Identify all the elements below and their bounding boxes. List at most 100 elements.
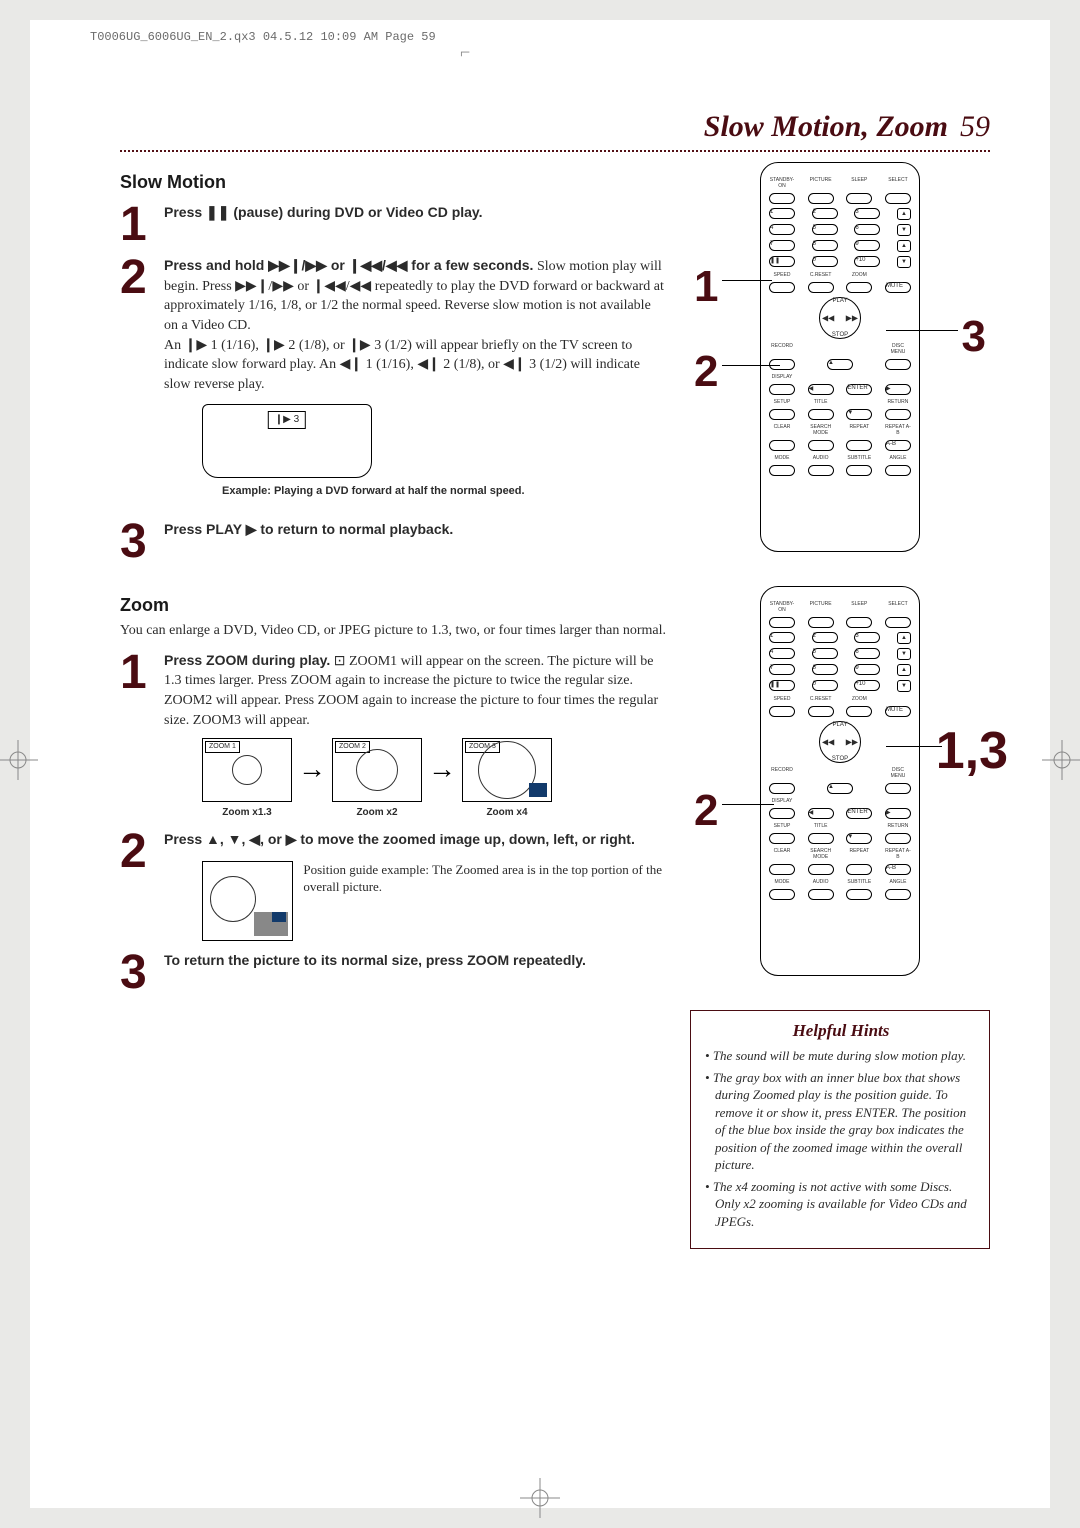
remote-label: STANDBY-ON [769,601,795,613]
remote-label: SEARCH MODE [808,848,834,860]
mute-icon: MUTE [885,706,911,717]
remote-label: TITLE [808,399,834,405]
step-body-text: An ❙▶ 1 (1/16), ❙▶ 2 (1/8), or ❙▶ 3 (1/2… [164,338,640,392]
remote-label: ANGLE [885,879,911,885]
remote-btn [769,465,795,476]
ch-down-icon: ▼ [897,224,911,236]
remote-label [885,696,911,702]
remote-btn [846,864,872,875]
remote-btn: 9 [854,240,880,251]
zoom-intro: You can enlarge a DVD, Video CD, or JPEG… [120,622,668,641]
remote-btn: A-B [885,864,911,875]
remote-label: C.RESET [808,696,834,702]
vol-down-icon: ▼ [897,256,911,268]
zoom-tag: ZOOM 1 [205,741,240,753]
callout-line [886,746,942,747]
step-body: Press ZOOM during play. ⊡ ZOOM1 will app… [164,651,668,820]
hints-title: Helpful Hints [705,1021,977,1041]
remote-btn [769,808,795,819]
remote-outline: STANDBY-ONPICTURESLEEPSELECT 123▲ 456▼ 7… [760,162,920,552]
remote-label: CLEAR [769,424,795,436]
remote-label: ZOOM [846,272,872,278]
callout-line [886,330,958,331]
step-body: Press and hold ▶▶❙/▶▶ or ❙◀◀/◀◀ for a fe… [164,256,668,510]
face-icon [232,755,262,785]
hint-item: The gray box with an inner blue box that… [705,1069,977,1174]
header-meta: T0006UG_6006UG_EN_2.qx3 04.5.12 10:09 AM… [90,30,436,44]
remote-label: SEARCH MODE [808,424,834,436]
zoom-frame: ZOOM 2 [332,738,422,802]
vol-up-icon: ▲ [897,240,911,252]
remote-btn: ▼ [846,833,872,844]
remote-btn: 0 [812,680,838,691]
zoom-cap: Zoom x2 [332,806,422,820]
pause-icon: ❚❚ [769,256,795,267]
tv-example: ❙▶ 3 [202,404,372,478]
dotted-rule [120,150,990,152]
zoom-step-3: 3 To return the picture to its normal si… [120,951,668,994]
step-num: 2 [120,256,154,510]
face-icon [356,749,398,791]
remote-btn: 8 [812,240,838,251]
remote-label [808,343,834,355]
remote-label: MODE [769,879,795,885]
remote-btn [769,889,795,900]
remote-label [846,343,872,355]
remote-btn [885,889,911,900]
step-body: Press ❚❚ (pause) during DVD or Video CD … [164,203,483,246]
remote-label [846,767,872,779]
remote-label: SLEEP [846,177,872,189]
remote-label: SUBTITLE [846,455,872,461]
remote-btn [846,706,872,717]
remote-btn: 9 [854,664,880,675]
step-num: 3 [120,951,154,994]
remote-btn: ▼ [846,409,872,420]
remote-btn: 8 [812,664,838,675]
zoom-frame: ZOOM 3 [462,738,552,802]
remote-btn: 7 [769,664,795,675]
remote-btn [808,282,834,293]
remote-btn [808,864,834,875]
pause-icon: ❚❚ [769,680,795,691]
remote-btn [885,617,911,628]
remote-btn [885,409,911,420]
remote-btn: +10 [854,256,880,267]
remote-label: TITLE [808,823,834,829]
zoom-cap: Zoom x4 [462,806,552,820]
zoom-step-1: 1 Press ZOOM during play. ⊡ ZOOM1 will a… [120,651,668,820]
zoom-caption-row: Zoom x1.3 Zoom x2 Zoom x4 [202,806,668,820]
remote-btn: 6 [854,224,880,235]
callout-line [722,804,774,805]
remote-outline: STANDBY-ONPICTURESLEEPSELECT 123▲ 456▼ 7… [760,586,920,976]
remote-btn [846,440,872,451]
callout-1: 1 [694,262,718,312]
remote-label: SLEEP [846,601,872,613]
step-text: Press ❚❚ (pause) during DVD or Video CD … [164,204,483,220]
remote-label: SPEED [769,696,795,702]
remote-label: REPEAT A-B [885,424,911,436]
face-icon [210,876,256,922]
ch-down-icon: ▼ [897,648,911,660]
callout-2: 2 [694,347,718,397]
remote-btn [885,783,911,794]
zoom-cap: Zoom x1.3 [202,806,292,820]
remote-btn: ▲ [827,359,853,370]
remote-btn: 3 [854,632,880,643]
remote-btn [769,384,795,395]
remote-btn [769,193,795,204]
main-columns: Slow Motion 1 Press ❚❚ (pause) during DV… [120,162,990,1249]
remote-btn [846,282,872,293]
remote-btn [885,359,911,370]
remote-label: DISC MENU [885,343,911,355]
ch-up-icon: ▲ [897,208,911,220]
step-lead: To return the picture to its normal size… [164,952,586,968]
right-column: STANDBY-ONPICTURESLEEPSELECT 123▲ 456▼ 7… [690,162,990,1249]
fold-mark-icon: ⌐ [460,42,470,63]
section-head-slow: Slow Motion [120,172,668,193]
hint-item: The sound will be mute during slow motio… [705,1047,977,1065]
remote-btn: 4 [769,224,795,235]
remote-label: RETURN [885,823,911,829]
remote-label: SUBTITLE [846,879,872,885]
step-lead: Press ZOOM during play. [164,652,330,668]
remote-btn [769,833,795,844]
